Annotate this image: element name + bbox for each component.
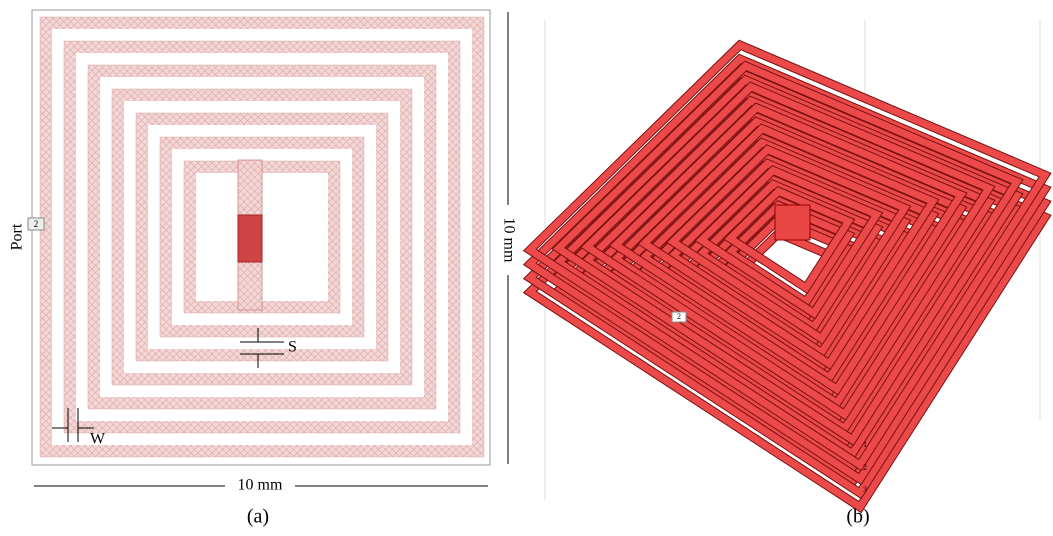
port-label: Port: [9, 223, 26, 250]
layer-label: 3: [863, 485, 867, 494]
panel-a: 2 Port S W 10 mm 10 mm (a): [9, 10, 518, 528]
width-label: 10 mm: [238, 477, 283, 494]
caption: (a): [247, 506, 269, 528]
via-block: [238, 215, 262, 262]
height-label: 10 mm: [500, 218, 517, 263]
via-block: [775, 205, 810, 240]
w-label: W: [90, 431, 106, 448]
panel-b: 2 1 2 3 (b): [530, 20, 1045, 528]
caption: (b): [846, 506, 869, 528]
spiral-3d: [530, 45, 1045, 507]
figure: 2 Port S W 10 mm 10 mm (a) 2 1 2 3 (b): [0, 0, 1053, 531]
layer-label: 2: [863, 463, 867, 472]
port-number: 2: [677, 312, 681, 321]
s-label: S: [288, 339, 297, 356]
layer-label: 1: [863, 440, 867, 449]
port-number: 2: [34, 219, 39, 229]
